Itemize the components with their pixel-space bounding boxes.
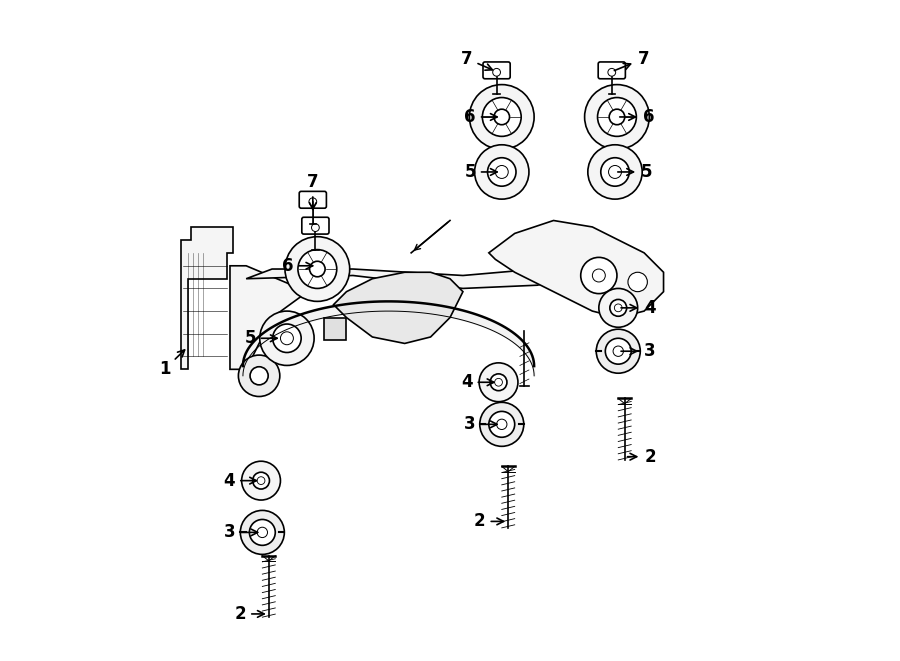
Circle shape: [601, 158, 629, 186]
Circle shape: [628, 272, 647, 292]
Text: 4: 4: [621, 299, 656, 317]
Polygon shape: [182, 227, 233, 369]
Circle shape: [253, 472, 269, 489]
Circle shape: [491, 374, 507, 391]
Circle shape: [474, 145, 529, 199]
Circle shape: [238, 355, 280, 397]
Polygon shape: [230, 266, 308, 369]
Text: 7: 7: [307, 173, 319, 210]
Circle shape: [588, 145, 643, 199]
Circle shape: [489, 411, 515, 438]
Text: 2: 2: [474, 512, 504, 530]
Text: 3: 3: [223, 524, 257, 541]
Circle shape: [610, 299, 626, 316]
Text: 6: 6: [620, 108, 654, 126]
Circle shape: [580, 257, 617, 293]
Text: 7: 7: [461, 50, 492, 70]
Text: 3: 3: [464, 415, 497, 434]
Circle shape: [240, 510, 284, 555]
Circle shape: [470, 85, 534, 149]
Text: 2: 2: [627, 447, 656, 466]
Polygon shape: [334, 272, 463, 344]
Circle shape: [250, 367, 268, 385]
Polygon shape: [489, 221, 663, 317]
Text: 6: 6: [282, 256, 312, 275]
Polygon shape: [324, 317, 346, 340]
Circle shape: [241, 461, 281, 500]
Circle shape: [585, 85, 649, 149]
Text: 4: 4: [223, 472, 256, 490]
Circle shape: [598, 288, 638, 327]
Circle shape: [285, 237, 350, 301]
Circle shape: [249, 520, 275, 545]
Text: 2: 2: [235, 605, 265, 623]
Text: 1: 1: [159, 350, 184, 378]
Circle shape: [298, 250, 337, 288]
Text: 6: 6: [464, 108, 497, 126]
Circle shape: [606, 338, 631, 364]
Circle shape: [480, 403, 524, 446]
Circle shape: [260, 311, 314, 366]
Circle shape: [488, 158, 516, 186]
Text: 3: 3: [621, 342, 656, 360]
Text: 5: 5: [617, 163, 652, 181]
Circle shape: [479, 363, 518, 402]
Polygon shape: [247, 269, 550, 288]
Text: 7: 7: [615, 50, 649, 71]
Text: 5: 5: [245, 329, 277, 347]
Text: 4: 4: [461, 373, 494, 391]
Circle shape: [596, 329, 640, 373]
Circle shape: [598, 98, 636, 136]
Circle shape: [273, 324, 302, 352]
Circle shape: [482, 98, 521, 136]
Text: 5: 5: [464, 163, 497, 181]
